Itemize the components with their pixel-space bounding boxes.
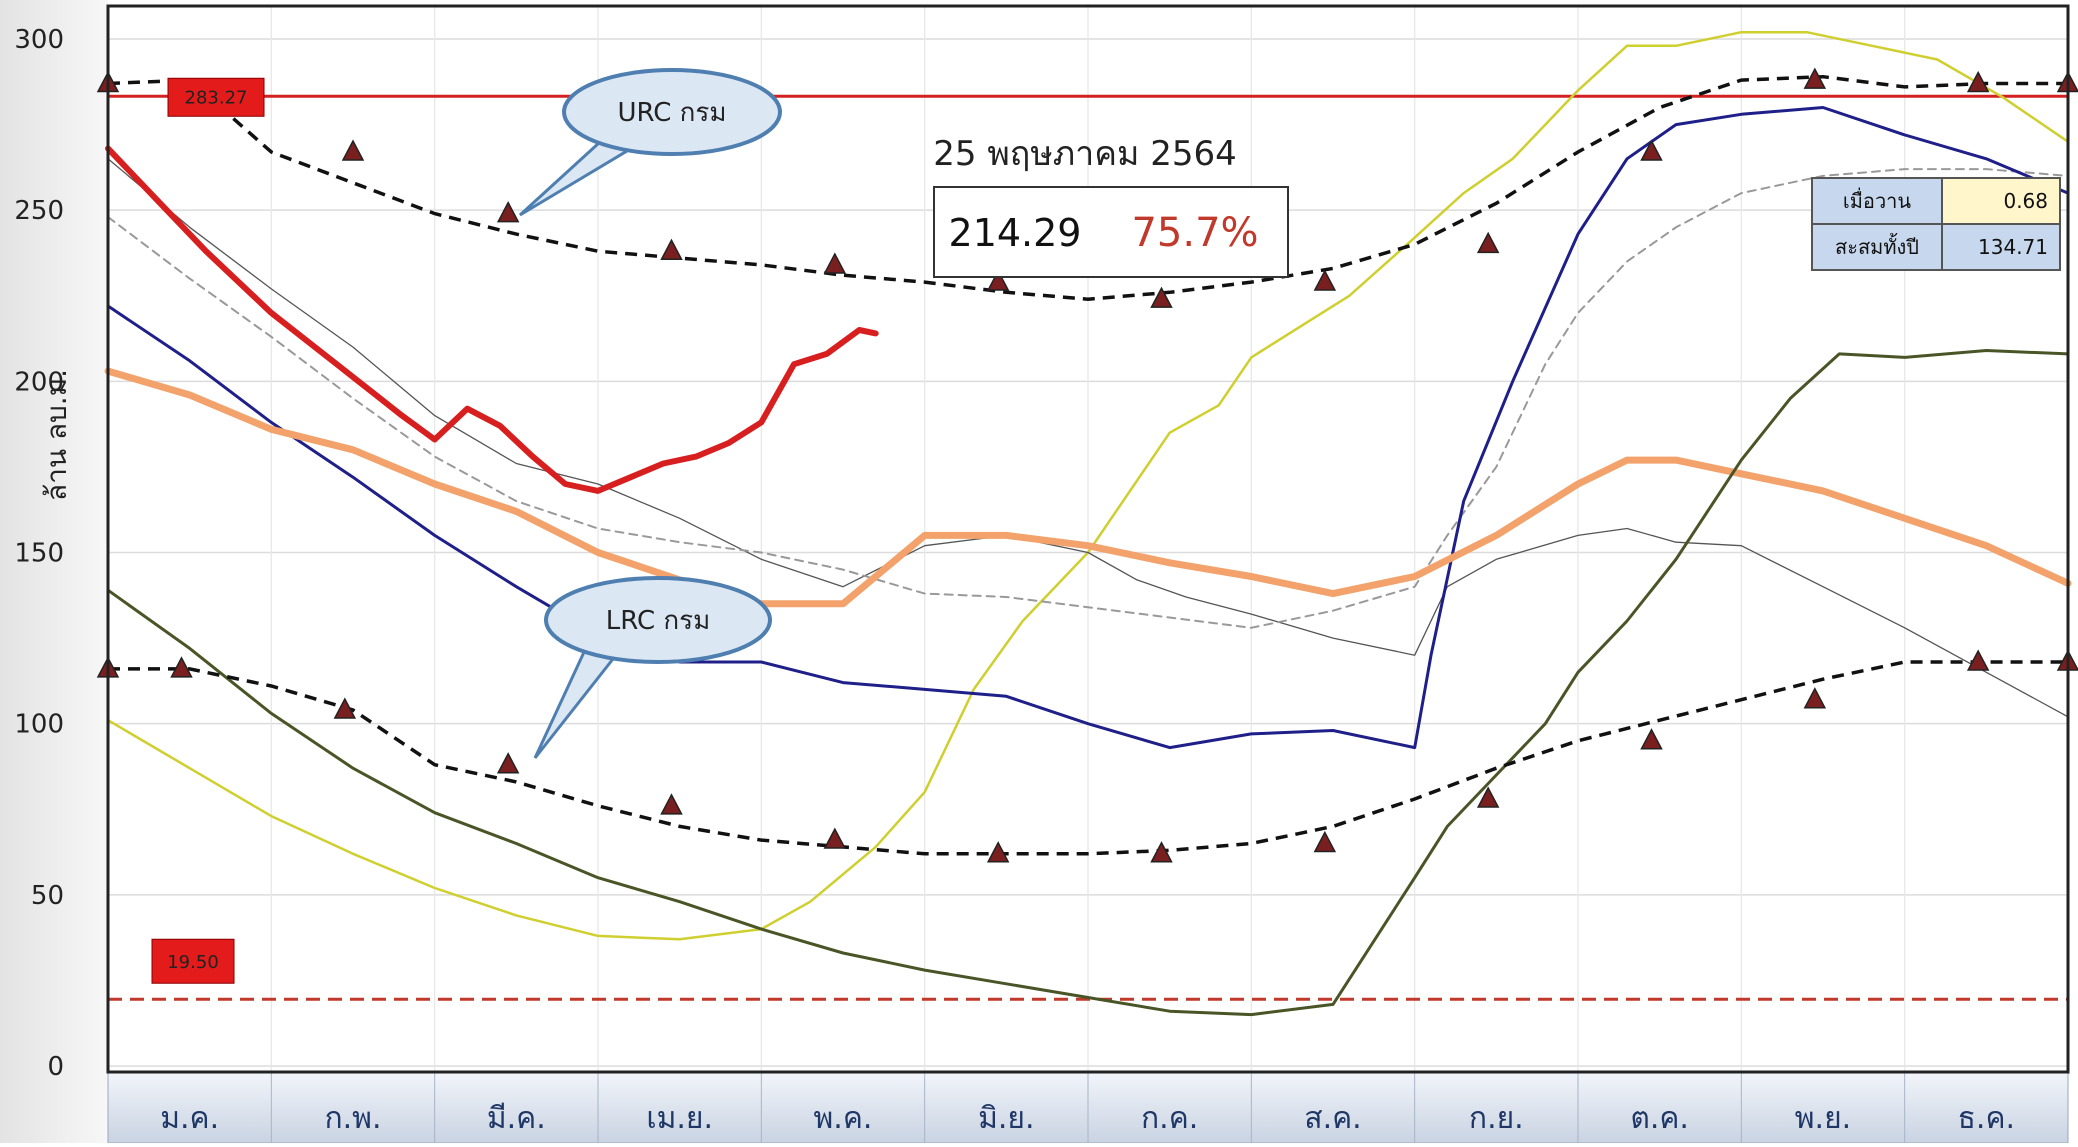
reference-labels: 283.27 19.50 (151, 77, 265, 984)
current-volume: 214.29 (949, 211, 1082, 255)
date-label: 25 พฤษภาคม 2564 (933, 134, 1236, 174)
urc-callout-text: URC กรม (617, 98, 726, 128)
urc-curve (107, 74, 2068, 301)
lower-reference-label: 19.50 (167, 952, 219, 973)
urc-marker (1476, 231, 1500, 254)
x-tick-label: ก.ย. (1469, 1101, 1524, 1136)
urc-marker (1640, 139, 1663, 161)
current-value-box: 214.29 75.7% (933, 186, 1289, 278)
urc-callout: URC กรม (518, 68, 782, 217)
series-line-3 (107, 168, 2069, 629)
x-tick-label: ส.ค. (1304, 1101, 1361, 1136)
urc-marker (660, 238, 683, 260)
urc-marker (496, 200, 520, 223)
x-tick-label: ธ.ค. (1958, 1101, 2015, 1136)
info-table-label-yesterday: เมื่อวาน (1843, 187, 1911, 213)
y-tick-label: 250 (14, 196, 64, 226)
left-band (0, 0, 108, 1143)
y-tick-label: 300 (14, 25, 64, 55)
y-tick-label: 150 (14, 539, 64, 569)
lrc-marker (1966, 649, 1990, 671)
series-line-1 (106, 30, 2070, 941)
lrc-marker (1313, 830, 1337, 853)
series-line-6 (106, 349, 2070, 1017)
x-tick-label: ต.ค. (1630, 1101, 1689, 1136)
x-tick-label: พ.ย. (1795, 1101, 1851, 1136)
x-tick-label: ก.พ. (324, 1101, 381, 1136)
lrc-marker (170, 656, 193, 678)
series-line-7 (105, 145, 879, 494)
plot-border (106, 4, 2070, 1074)
y-tick-label: 50 (31, 881, 64, 911)
lrc-marker (1640, 728, 1663, 750)
y-tick-label: 0 (47, 1052, 64, 1082)
series-line-5 (104, 367, 2072, 608)
x-tick-label: ม.ค. (160, 1101, 219, 1136)
lrc-marker (660, 793, 683, 815)
lrc-marker (496, 752, 520, 774)
series-line-2 (107, 158, 2069, 718)
x-axis: ม.ค. ก.พ. มี.ค. เม.ย. พ.ค. มิ.ย. ก.ค. ส.ค. ก.ย. ต… (107, 1071, 2069, 1144)
lrc-marker (1803, 687, 1827, 709)
upper-reference-badge (167, 77, 265, 117)
urc-marker (1966, 70, 1990, 93)
y-axis: 0 50 100 150 200 250 300 (14, 25, 64, 1082)
info-table: เมื่อวาน 0.68 สะสมทั้งปี 134.71 (1811, 177, 2061, 271)
y-tick-label: 100 (14, 710, 64, 740)
x-tick-label: ก.ค. (1141, 1101, 1198, 1136)
x-tick-label: พ.ค. (814, 1101, 873, 1136)
y-axis-label: ล้าน ลบ.ม. (40, 369, 73, 501)
urc-marker (1803, 67, 1827, 89)
lower-reference-badge (151, 938, 235, 984)
lrc-marker (333, 697, 357, 719)
urc-marker (823, 252, 847, 274)
lrc-marker (1150, 841, 1173, 863)
series-layer (104, 30, 2072, 1017)
reference-lines (108, 94, 2068, 1001)
x-tick-label: มี.ค. (487, 1101, 546, 1136)
lrc-marker (1476, 786, 1500, 808)
lrc-marker (986, 841, 1010, 863)
lrc-callout: LRC กรม (533, 576, 772, 759)
urc-marker (986, 269, 1010, 291)
urc-marker (1150, 286, 1173, 308)
upper-reference-label: 283.27 (185, 87, 248, 108)
urc-marker (1313, 269, 1337, 291)
info-table-label-cumulative: สะสมทั้งปี (1835, 233, 1919, 259)
lrc-callout-text: LRC กรม (606, 606, 711, 636)
urc-marker (341, 139, 365, 161)
y-tick-label: 200 (14, 367, 64, 397)
lrc-marker (823, 827, 847, 849)
lrc-curve (108, 660, 2068, 856)
current-percent: 75.7% (1131, 210, 1258, 256)
x-tick-label: เม.ย. (646, 1101, 713, 1136)
x-tick-label: มิ.ย. (978, 1101, 1034, 1136)
info-table-value-cumulative: 134.71 (1978, 235, 2048, 259)
series-line-4 (106, 106, 2070, 750)
info-table-value-yesterday: 0.68 (2003, 189, 2048, 213)
